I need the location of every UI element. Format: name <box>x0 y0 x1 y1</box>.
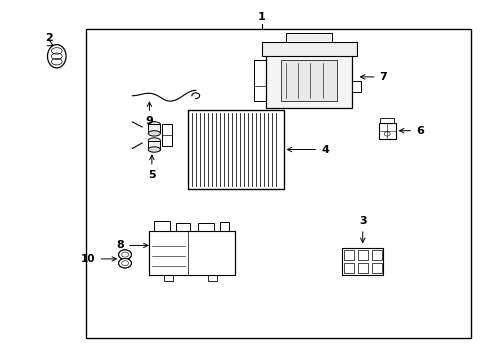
Bar <box>357 249 367 260</box>
Text: 9: 9 <box>145 102 153 126</box>
Bar <box>149 231 234 275</box>
Bar <box>254 60 266 101</box>
Bar <box>163 275 172 282</box>
Circle shape <box>119 250 131 259</box>
Text: 10: 10 <box>81 254 116 264</box>
Bar <box>371 263 381 273</box>
Circle shape <box>119 250 131 259</box>
Bar <box>351 81 360 91</box>
Bar <box>148 125 160 134</box>
Bar <box>207 275 216 282</box>
Text: 8: 8 <box>116 240 148 251</box>
Bar <box>357 263 367 273</box>
Text: 1: 1 <box>257 12 265 22</box>
Bar <box>207 125 264 175</box>
Text: 4: 4 <box>287 144 328 154</box>
Bar <box>343 249 353 260</box>
Bar <box>161 125 172 146</box>
Text: 5: 5 <box>148 155 155 180</box>
Bar <box>379 118 393 123</box>
Circle shape <box>119 258 131 268</box>
Bar <box>371 249 381 260</box>
Text: 3: 3 <box>358 216 366 243</box>
Ellipse shape <box>148 138 160 143</box>
Circle shape <box>119 250 131 259</box>
Bar <box>86 30 470 338</box>
Bar <box>266 53 351 108</box>
Bar <box>176 223 189 231</box>
Bar <box>378 123 395 139</box>
Bar <box>261 42 356 56</box>
Bar <box>285 33 331 42</box>
Bar <box>281 60 336 101</box>
Bar <box>154 221 169 231</box>
Circle shape <box>119 258 131 268</box>
Bar <box>341 248 383 275</box>
Ellipse shape <box>47 45 66 68</box>
Bar <box>188 110 283 189</box>
Bar <box>198 223 213 231</box>
Text: 2: 2 <box>45 33 53 43</box>
Text: 6: 6 <box>399 126 423 136</box>
Circle shape <box>119 258 131 268</box>
Bar <box>220 222 228 231</box>
Ellipse shape <box>148 131 160 136</box>
Ellipse shape <box>148 147 160 152</box>
Ellipse shape <box>148 122 160 127</box>
Text: 7: 7 <box>360 72 386 82</box>
Bar <box>148 140 160 149</box>
Bar <box>343 263 353 273</box>
